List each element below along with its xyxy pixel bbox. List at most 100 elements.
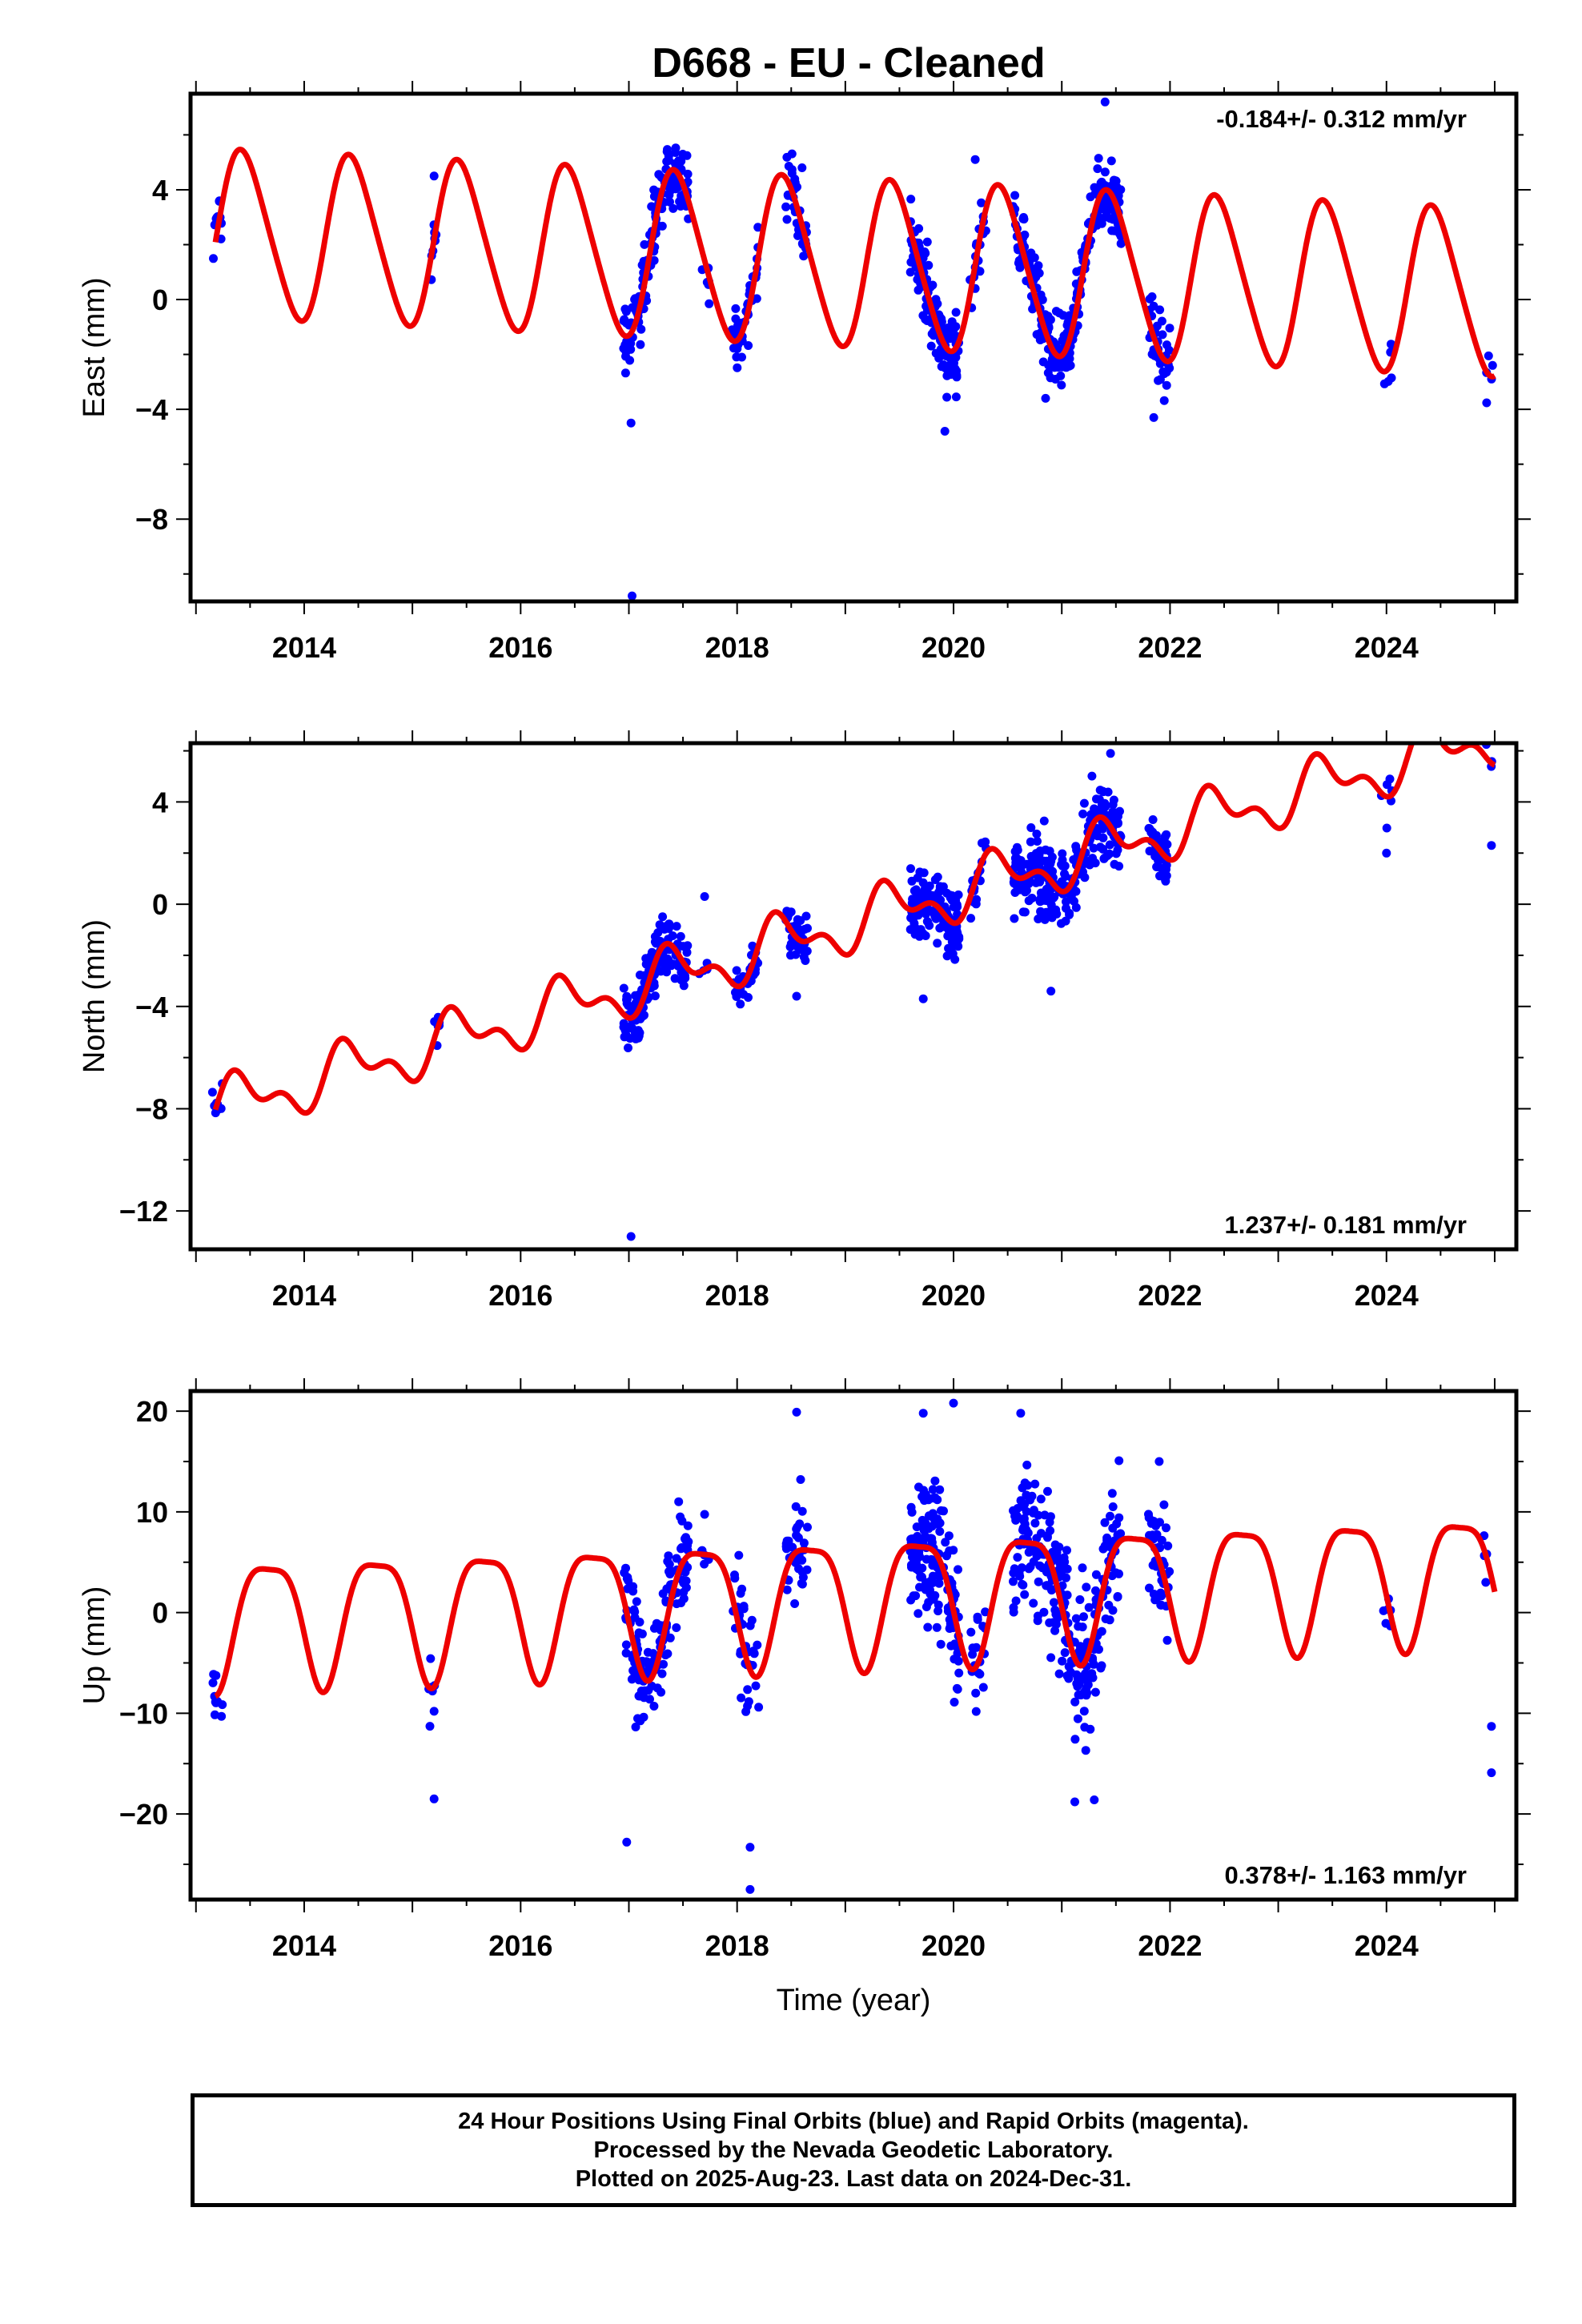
x-tick-label: 2024 [1355, 1929, 1419, 1962]
data-point [782, 152, 792, 162]
data-point [1071, 1614, 1081, 1623]
data-point [942, 888, 951, 898]
data-point [1092, 794, 1101, 804]
data-point [1043, 1486, 1052, 1496]
data-point [1010, 888, 1020, 897]
data-point-outlier [745, 1843, 755, 1852]
data-point [643, 1647, 652, 1657]
data-point [628, 1586, 638, 1596]
data-point [1079, 1707, 1089, 1716]
data-point [803, 1522, 812, 1532]
figure-title: D668 - EU - Cleaned [652, 40, 1045, 86]
data-point [1104, 1600, 1114, 1610]
data-point [630, 294, 640, 304]
data-point [1100, 200, 1110, 210]
data-point [945, 1546, 954, 1555]
data-point [621, 1648, 631, 1658]
data-point [1072, 1679, 1082, 1688]
data-point [1036, 907, 1046, 916]
data-point [1484, 351, 1493, 360]
y-tick-label: 4 [152, 786, 168, 818]
data-point [1070, 1735, 1080, 1744]
data-point [1093, 831, 1102, 841]
data-point [1062, 320, 1072, 330]
data-point-outlier [1149, 412, 1158, 422]
data-point [1018, 907, 1028, 917]
x-tick-label: 2024 [1355, 631, 1419, 664]
data-point [954, 1656, 963, 1666]
data-point [977, 198, 986, 207]
panel-north: 2014 2016 2018 2020 2022 2024 4 0 −4 −8 −12 North (… [78, 730, 1531, 1312]
data-point [1058, 1656, 1067, 1666]
data-point [658, 912, 668, 922]
data-point [906, 1560, 916, 1570]
data-point-outlier [628, 591, 636, 601]
footer-line-processed: Processed by the Nevada Geodetic Laborat… [593, 2137, 1114, 2163]
data-point [799, 1538, 809, 1548]
data-point [636, 1687, 646, 1695]
y-tick-label: 10 [136, 1496, 168, 1529]
data-point [787, 165, 797, 175]
data-point-outlier [1100, 97, 1110, 107]
data-point [951, 895, 961, 905]
data-point [665, 1633, 675, 1642]
footer-line-orbits: 24 Hour Positions Using Final Orbits (bl… [458, 2109, 1249, 2134]
data-point [782, 215, 792, 224]
plot-frame [188, 741, 1519, 1252]
data-point [1079, 1612, 1088, 1622]
data-point [653, 928, 663, 938]
data-point [1094, 1645, 1103, 1655]
data-point [931, 348, 941, 358]
data-point [676, 1512, 685, 1522]
data-point [922, 237, 932, 247]
data-point [1019, 215, 1029, 224]
data-point [737, 1693, 746, 1703]
data-point [1107, 1571, 1117, 1581]
data-point [211, 1671, 221, 1680]
data-point [1145, 1530, 1154, 1540]
data-point [681, 1567, 690, 1577]
data-point [953, 1648, 962, 1658]
data-point [1058, 855, 1067, 865]
data-point [1062, 1546, 1071, 1555]
data-point [1030, 1518, 1040, 1528]
model-fit-line-up [213, 1524, 1498, 1699]
data-point [1097, 1661, 1106, 1671]
x-tick-label: 2020 [921, 1929, 986, 1962]
data-point [1145, 294, 1154, 304]
data-point [1382, 823, 1391, 833]
data-point [620, 1032, 629, 1042]
data-point [1048, 358, 1058, 368]
data-point [676, 202, 685, 211]
data-point [663, 954, 673, 963]
x-tick-label: 2018 [705, 1929, 769, 1962]
data-point [631, 1723, 640, 1731]
data-point [1020, 230, 1030, 239]
data-point [620, 315, 629, 324]
data-point [927, 1538, 937, 1547]
data-point [921, 1602, 931, 1611]
data-point [1387, 373, 1396, 383]
data-point [672, 1623, 681, 1632]
data-point [1026, 823, 1036, 832]
data-point-outlier [797, 163, 807, 172]
data-point [637, 1629, 647, 1638]
x-tick-label: 2022 [1138, 631, 1202, 664]
data-point [1162, 865, 1170, 875]
data-point [737, 352, 746, 362]
data-point [1024, 1564, 1034, 1574]
data-point [730, 1570, 739, 1580]
data-point [1100, 167, 1110, 177]
data-point [916, 1572, 926, 1582]
data-point [1081, 1746, 1090, 1755]
data-point [1108, 1502, 1118, 1511]
data-point [1079, 798, 1089, 808]
data-point [1157, 316, 1166, 326]
data-point [665, 1570, 675, 1578]
data-point [620, 368, 630, 378]
data-point [620, 304, 630, 314]
data-point [800, 924, 809, 934]
data-point [796, 1475, 805, 1484]
data-point [1071, 842, 1081, 851]
data-point [669, 183, 679, 192]
